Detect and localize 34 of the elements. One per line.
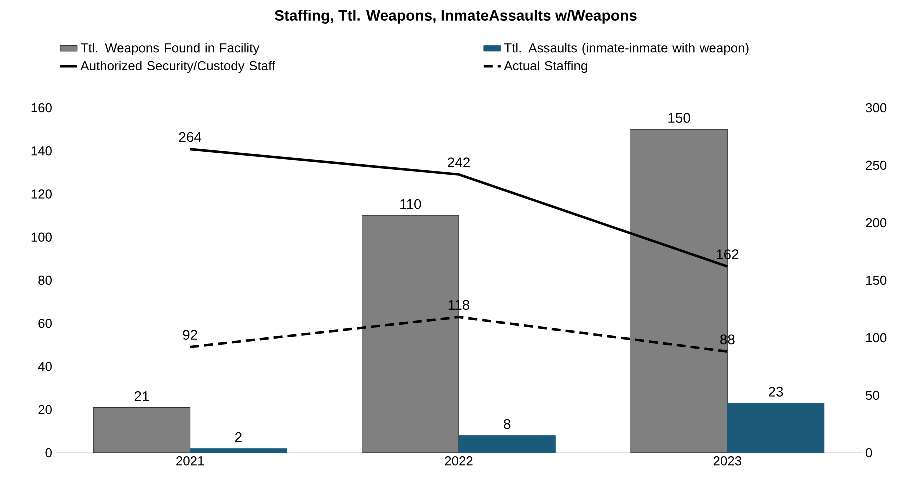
data-label: 110 xyxy=(400,199,422,210)
x-tick-label: 2023 xyxy=(714,456,742,466)
legend-label: Ttl. Assaults (inmate-inmate with weapon) xyxy=(504,43,749,56)
y-tick-label: 160 xyxy=(32,103,52,113)
y-tick-label: 80 xyxy=(38,276,52,286)
y-tick-label: 0 xyxy=(46,448,52,458)
y-tick-label: 120 xyxy=(32,190,52,199)
data-label: 264 xyxy=(179,132,202,142)
y-tick-label: 20 xyxy=(38,405,52,414)
y2-tick-label: 250 xyxy=(866,160,887,170)
data-label: 92 xyxy=(183,330,198,340)
y-tick-label: 140 xyxy=(32,146,52,156)
y-tick-label: 40 xyxy=(38,362,52,372)
data-label: 23 xyxy=(768,387,784,397)
data-label: 8 xyxy=(504,419,511,430)
data-label: 2 xyxy=(236,432,242,442)
data-label: 21 xyxy=(134,391,150,402)
data-label: 150 xyxy=(668,113,690,124)
y2-tick-label: 150 xyxy=(866,276,887,286)
y-tick-label: 100 xyxy=(32,232,52,242)
y2-tick-label: 300 xyxy=(866,103,887,113)
y2-tick-label: 50 xyxy=(866,390,880,400)
y2-tick-label: 0 xyxy=(866,448,872,458)
y-tick-label: 60 xyxy=(38,319,52,328)
chart-title: Staffing, Ttl. Weapons, InmateAssaults w/Weapons xyxy=(275,10,637,24)
data-label: 242 xyxy=(448,158,470,168)
x-tick-label: 2022 xyxy=(445,456,473,466)
legend-label: Authorized Security/Custody Staff xyxy=(80,61,276,74)
x-tick-label: 2021 xyxy=(176,456,204,466)
y2-tick-label: 100 xyxy=(866,333,887,343)
legend-label: Ttl. Weapons Found in Facility xyxy=(80,43,260,56)
y2-tick-label: 200 xyxy=(866,218,887,228)
legend-label: Actual Staffing xyxy=(504,61,588,74)
bar xyxy=(93,408,191,453)
